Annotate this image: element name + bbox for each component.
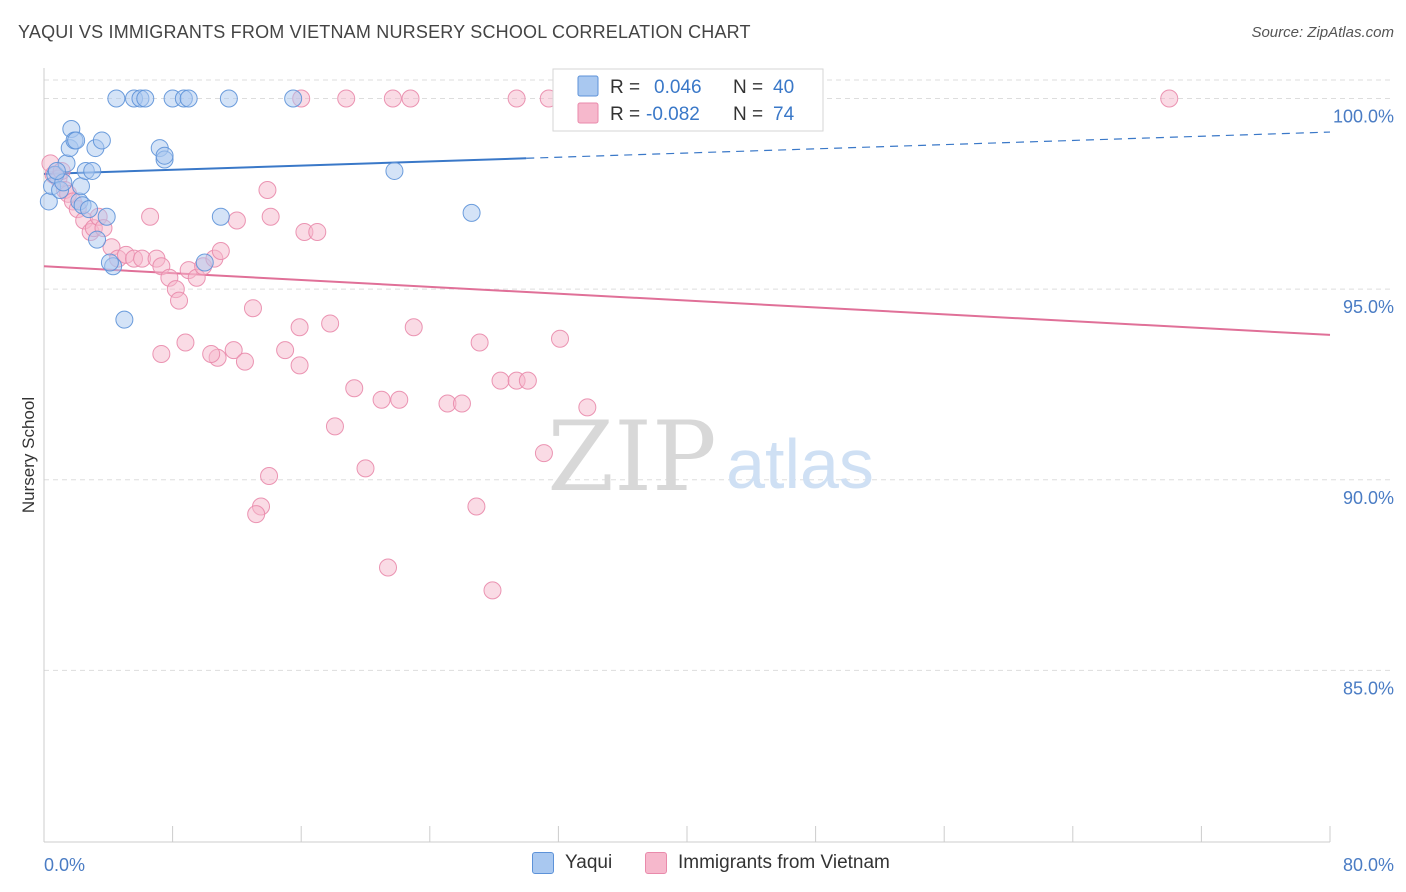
data-point-pink [518, 371, 537, 390]
data-point-pink [243, 299, 262, 318]
data-point-pink [260, 466, 279, 485]
data-point-pink [507, 89, 526, 108]
data-point-blue [155, 146, 174, 165]
data-point-pink [202, 344, 221, 363]
bottom-legend-swatch-vietnam [645, 852, 667, 874]
bottom-legend-label-vietnam: Immigrants from Vietnam [678, 852, 890, 873]
data-point-pink [235, 352, 254, 371]
data-point-blue [47, 161, 66, 180]
data-point-blue [284, 89, 303, 108]
legend-swatch-vietnam [577, 102, 599, 124]
data-point-pink [470, 333, 489, 352]
bottom-legend-swatch-yaqui [532, 852, 554, 874]
data-point-pink [170, 291, 189, 310]
data-point-pink [483, 581, 502, 600]
watermark-atlas: atlas [726, 425, 874, 503]
data-point-pink [491, 371, 510, 390]
legend-swatch-yaqui [577, 75, 599, 97]
data-point-blue [100, 253, 119, 272]
watermark: ZIP atlas [547, 401, 874, 513]
data-point-pink [356, 459, 375, 478]
bottom-legend-label-yaqui: Yaqui [565, 852, 613, 873]
data-point-pink [1160, 89, 1179, 108]
data-point-pink [224, 341, 243, 360]
data-point-pink [290, 318, 309, 337]
data-point-pink [337, 89, 356, 108]
data-point-pink [452, 394, 471, 413]
y-tick-labels: 100.0% 95.0% 90.0% 85.0% [1333, 107, 1394, 699]
y-tick-label: 100.0% [1333, 107, 1394, 127]
y-tick-label: 95.0% [1343, 297, 1394, 317]
legend-n-label-1: N = [733, 77, 763, 98]
data-point-blue [385, 161, 404, 180]
x-tick-label-min: 0.0% [44, 855, 85, 875]
data-point-pink [258, 181, 277, 200]
legend-r-value-2: -0.082 [646, 104, 700, 125]
legend-r-label-2: R = [610, 104, 640, 125]
legend-box: R = 0.046 N = 40 R = -0.082 N = 74 [552, 68, 824, 132]
grid-lines [44, 79, 1394, 671]
data-point-blue [107, 89, 126, 108]
legend-n-label-2: N = [733, 104, 763, 125]
data-point-blue [88, 230, 107, 249]
data-point-pink [345, 379, 364, 398]
trend-lines [43, 131, 1331, 336]
data-point-pink [401, 89, 420, 108]
legend-n-value-2: 74 [773, 104, 795, 125]
data-point-pink [325, 417, 344, 436]
data-point-blue [92, 131, 111, 150]
data-point-pink [534, 444, 553, 463]
y-axis-label: Nursery School [19, 397, 38, 513]
data-point-blue [115, 310, 134, 329]
legend-r-label-1: R = [610, 77, 640, 98]
data-point-pink [290, 356, 309, 375]
data-point-pink [390, 390, 409, 409]
data-point-blue [83, 161, 102, 180]
data-point-blue [71, 177, 90, 196]
data-point-blue [219, 89, 238, 108]
data-point-pink [276, 341, 295, 360]
data-points [39, 89, 1179, 600]
data-point-blue [80, 200, 99, 219]
y-tick-label: 90.0% [1343, 488, 1394, 508]
data-point-pink [372, 390, 391, 409]
data-point-pink [152, 344, 171, 363]
data-point-pink [247, 505, 266, 524]
data-point-pink [578, 398, 597, 417]
chart-title: YAQUI VS IMMIGRANTS FROM VIETNAM NURSERY… [18, 22, 751, 42]
data-point-blue [97, 207, 116, 226]
watermark-zip: ZIP [547, 401, 716, 513]
data-point-pink [383, 89, 402, 108]
data-point-pink [176, 333, 195, 352]
legend-r-value-1: 0.046 [654, 77, 702, 98]
source-label: Source: ZipAtlas.com [1251, 24, 1394, 41]
data-point-pink [379, 558, 398, 577]
data-point-pink [211, 242, 230, 261]
trend-line-pink [43, 265, 1331, 336]
data-point-blue [462, 203, 481, 222]
data-point-blue [136, 89, 155, 108]
data-point-pink [551, 329, 570, 348]
trend-line-blue [43, 157, 527, 175]
data-point-pink [261, 207, 280, 226]
legend-n-value-1: 40 [773, 77, 794, 98]
y-tick-label: 85.0% [1343, 678, 1394, 698]
data-point-pink [467, 497, 486, 516]
data-point-blue [67, 131, 86, 150]
trend-line-blue-dashed [526, 131, 1331, 159]
data-point-pink [308, 222, 327, 241]
data-point-blue [195, 253, 214, 272]
data-point-blue [211, 207, 230, 226]
data-point-pink [404, 318, 423, 337]
data-point-blue [179, 89, 198, 108]
data-point-pink [321, 314, 340, 333]
data-point-pink [141, 207, 160, 226]
data-point-pink [227, 211, 246, 230]
x-tick-label-max: 80.0% [1343, 855, 1394, 875]
